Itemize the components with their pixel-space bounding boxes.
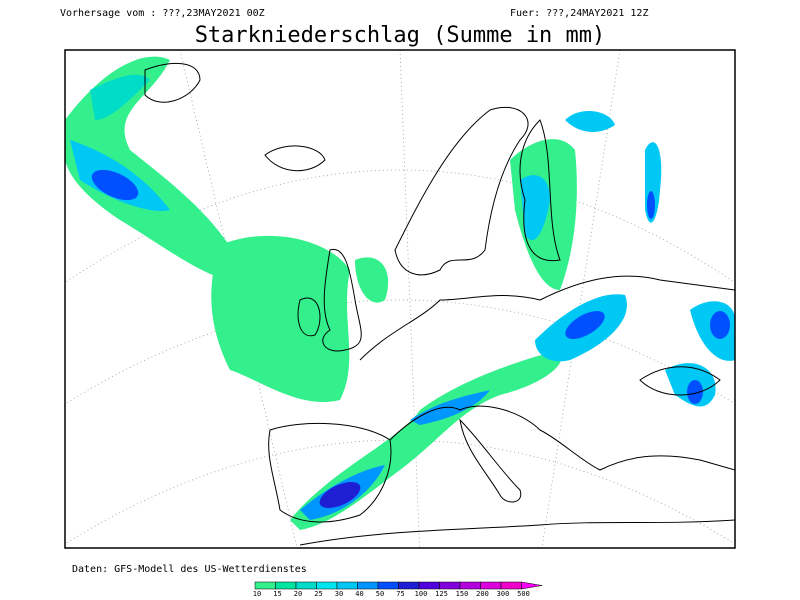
map-background: [65, 50, 735, 548]
legend-swatch: [480, 581, 502, 590]
iberia: [268, 422, 392, 523]
black-sea: [639, 366, 721, 396]
graticule: [65, 50, 735, 548]
legend-swatch: [459, 581, 481, 590]
legend-label: 50: [376, 590, 384, 598]
italy: [459, 418, 522, 503]
precip-area: [565, 311, 605, 339]
legend-swatch: [500, 581, 522, 590]
legend-label: 100: [415, 590, 428, 598]
scandinavia: [394, 106, 529, 276]
map: [64, 49, 736, 549]
legend-label: 150: [456, 590, 469, 598]
finland: [519, 119, 561, 262]
data-source: Daten: GFS-Modell des US-Wetterdienstes: [72, 564, 307, 575]
legend-swatch: [398, 581, 420, 590]
map-title: Starkniederschlag (Summe in mm): [195, 23, 606, 48]
legend-label: 75: [396, 590, 404, 598]
legend-swatch: [418, 581, 440, 590]
legend-label: 10: [253, 590, 261, 598]
north-coast: [359, 275, 735, 361]
legend-swatch: [254, 581, 276, 590]
mediterranean-coast: [389, 405, 735, 471]
legend-label: 125: [435, 590, 448, 598]
graticule-line: [65, 169, 735, 284]
legend-label: 40: [355, 590, 363, 598]
map-content: [65, 50, 735, 548]
precip-area: [90, 74, 150, 120]
coastlines: [144, 62, 735, 546]
precip-area: [710, 311, 730, 339]
precip-area: [520, 175, 550, 241]
legend-label: 200: [476, 590, 489, 598]
legend-swatch: [521, 581, 543, 590]
legend-label: 300: [497, 590, 510, 598]
legend-swatch: [275, 581, 297, 590]
graticule-line: [179, 50, 298, 548]
legend-swatch: [295, 581, 317, 590]
precip-area: [91, 169, 139, 201]
great-britain: [322, 248, 362, 352]
legend-swatch: [336, 581, 358, 590]
legend-label: 15: [273, 590, 281, 598]
legend-swatch: [377, 581, 399, 590]
legend-swatch: [439, 581, 461, 590]
map-frame: [64, 49, 736, 549]
precip-area: [211, 235, 350, 403]
precip-area: [565, 110, 615, 132]
precip-area: [319, 482, 361, 508]
legend: 10 15 20 25 30 40 50 75 100 125 150 200 300 500: [253, 581, 543, 598]
greenland: [144, 62, 201, 103]
precip-area: [647, 191, 655, 219]
legend-swatch: [357, 581, 379, 590]
legend-label: 25: [314, 590, 322, 598]
precip-area: [355, 257, 389, 303]
valid-time: Fuer: ???,24MAY2021 12Z: [510, 8, 648, 19]
legend-label: 30: [335, 590, 343, 598]
precip-area: [687, 380, 703, 404]
run-time: Vorhersage vom : ???,23MAY2021 00Z: [60, 8, 265, 19]
africa-coast: [299, 519, 735, 546]
iceland: [264, 145, 326, 172]
legend-label: 20: [294, 590, 302, 598]
legend-label: 500: [517, 590, 530, 598]
ireland: [297, 297, 321, 337]
legend-swatch: [316, 581, 338, 590]
